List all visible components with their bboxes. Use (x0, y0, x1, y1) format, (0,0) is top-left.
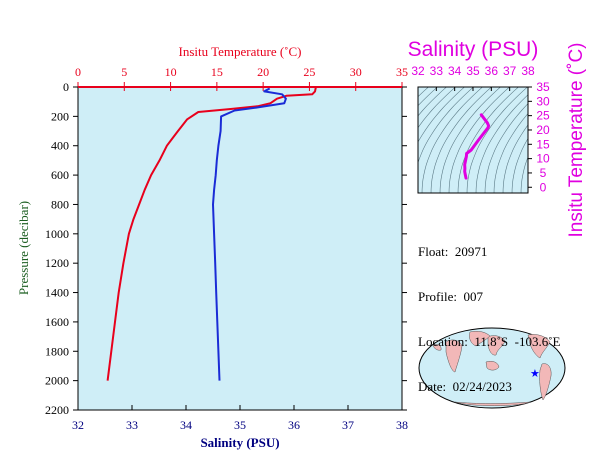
ts-temperature-tick-label: 15 (536, 137, 550, 151)
isopycnal-contour (418, 87, 456, 129)
ts-salinity-tick-label: 38 (521, 64, 535, 78)
profile-chart: 32 33 34 35 36 37 38 0 5 10 15 20 25 30 35 0 200 400 600 80… (16, 44, 408, 450)
pressure-tick-label: 1200 (45, 256, 69, 270)
pressure-tick-label: 0 (63, 80, 69, 94)
isopycnal-contour (502, 124, 528, 193)
salinity-tick-label: 36 (288, 418, 300, 432)
ts-temperature-tick-label: 35 (536, 80, 550, 94)
ts-temperature-tick-label: 20 (536, 123, 550, 137)
salinity-tick-label: 32 (72, 418, 84, 432)
salinity-tick-label: 35 (234, 418, 246, 432)
float-location-marker: ★ (530, 368, 540, 380)
map-continents (432, 330, 552, 406)
land-antarctica (454, 401, 531, 406)
pressure-tick-label: 2200 (45, 403, 69, 417)
salinity-tick-label: 33 (126, 418, 138, 432)
isopycnal-contour (466, 87, 528, 193)
land-asia (469, 330, 491, 347)
ts-salinity-tick-label: 34 (448, 64, 462, 78)
pressure-tick-label: 1800 (45, 344, 69, 358)
ts-plot-frame (417, 86, 529, 194)
float-info: Float: 20971 Profile: 007 Location: 11.8… (418, 214, 561, 409)
temperature-tick-label: 30 (350, 65, 362, 79)
temperature-tick-label: 20 (257, 65, 269, 79)
land-africa (445, 339, 463, 373)
pressure-axis-title: Pressure (decibar) (16, 201, 31, 295)
temperature-profile-line (106, 86, 317, 381)
isopycnal-contour (421, 87, 483, 193)
pressure-tick-label: 200 (51, 109, 69, 123)
land-australia (485, 360, 500, 371)
isopycnal-contour (484, 103, 528, 193)
salinity-tick-label: 38 (396, 418, 408, 432)
date: Date: 02/24/2023 (418, 379, 512, 394)
isopycnal-contour (457, 87, 519, 193)
location: Location: 11.8˚S -103.6˚E (418, 334, 561, 349)
land-australia-asia (487, 335, 506, 356)
isopycnal-contour (418, 87, 474, 164)
ts-salinity-tick-label: 37 (503, 64, 517, 78)
ts-salinity-tick-label: 32 (411, 64, 425, 78)
isopycnal-contour (418, 87, 447, 117)
temperature-tick-label: 25 (303, 65, 315, 79)
isopycnal-contour (475, 94, 528, 193)
float-id: Float: 20971 (418, 244, 488, 259)
ts-curve (463, 113, 491, 180)
isopycnal-contour (520, 156, 528, 193)
ts-temperature-tick-label: 10 (536, 152, 550, 166)
temperature-tick-label: 10 (165, 65, 177, 79)
ts-temperature-tick-label: 30 (536, 94, 550, 108)
ts-temperature-tick-label: 25 (536, 109, 550, 123)
profile-plot-area (78, 87, 402, 410)
ts-salinity-axis-title: Salinity (PSU) (408, 38, 539, 61)
isopycnal-contour (418, 87, 465, 143)
isopycnal-contour (448, 87, 510, 193)
ts-salinity-tick-label: 33 (430, 64, 444, 78)
pressure-tick-label: 800 (51, 197, 69, 211)
temperature-tick-label: 15 (211, 65, 223, 79)
land-north-america (527, 334, 551, 359)
ts-temperature-tick-label: 0 (540, 180, 547, 194)
pressure-tick-label: 2000 (45, 374, 69, 388)
ts-temperature-tick-label: 5 (540, 166, 547, 180)
ts-salinity-tick-label: 36 (485, 64, 499, 78)
ts-salinity-tick-label: 35 (466, 64, 480, 78)
pressure-tick-label: 1600 (45, 315, 69, 329)
salinity-profile-line (212, 87, 287, 381)
pressure-tick-label: 1000 (45, 227, 69, 241)
temperature-tick-label: 35 (396, 65, 408, 79)
isopycnal-contour (418, 87, 438, 107)
isopycnal-contour (511, 137, 528, 193)
land-south-america (539, 363, 552, 401)
profile-number: Profile: 007 (418, 289, 483, 304)
ts-isopycnal-lines (418, 87, 528, 193)
isopycnal-contour (439, 87, 501, 193)
temperature-tick-label: 0 (75, 65, 81, 79)
world-map: ★ (418, 327, 566, 409)
ts-temperature-axis-title: Insitu Temperature (˚C) (566, 43, 587, 238)
pressure-tick-label: 600 (51, 168, 69, 182)
temperature-axis-title: Insitu Temperature (˚C) (178, 44, 301, 59)
pressure-tick-label: 1400 (45, 286, 69, 300)
land-europe (432, 344, 442, 351)
isopycnal-contour (430, 87, 492, 193)
salinity-axis-title: Salinity (PSU) (200, 435, 279, 450)
salinity-tick-label: 37 (342, 418, 354, 432)
salinity-tick-label: 34 (180, 418, 192, 432)
temperature-tick-label: 5 (121, 65, 127, 79)
pressure-tick-label: 400 (51, 139, 69, 153)
isopycnal-contour (493, 113, 528, 193)
